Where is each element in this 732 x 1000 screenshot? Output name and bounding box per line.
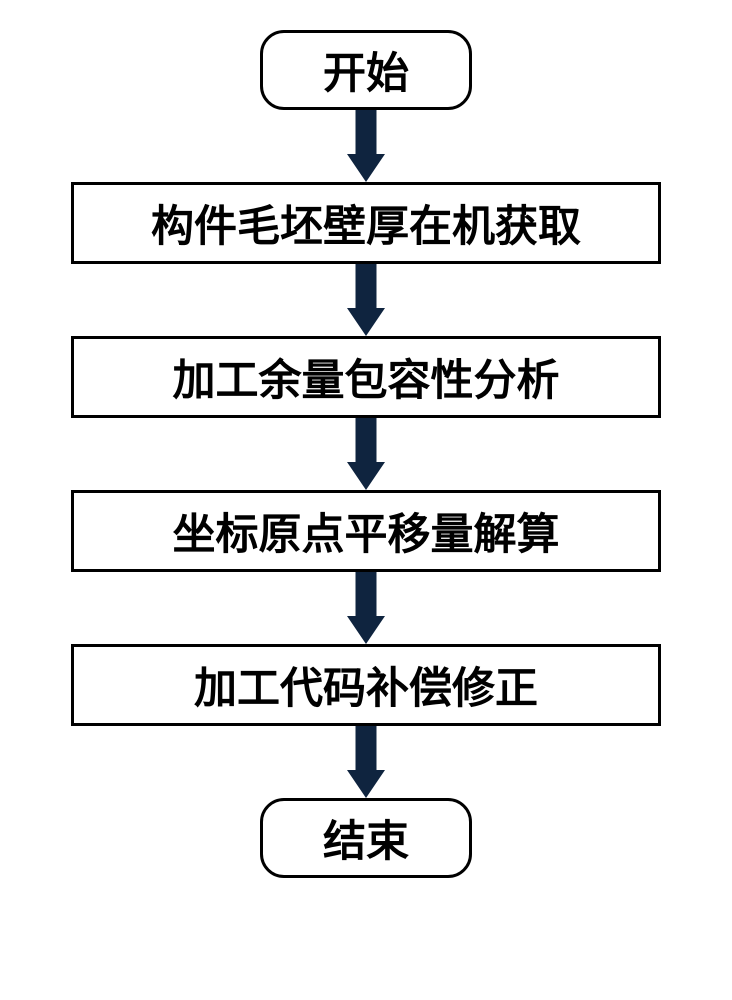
arrow-icon xyxy=(347,264,385,336)
process-step-1: 构件毛坯壁厚在机获取 xyxy=(71,182,661,264)
flowchart-container: 开始 构件毛坯壁厚在机获取 加工余量包容性分析 坐标原点平移量解算 加工代码补偿… xyxy=(71,30,661,878)
start-terminal: 开始 xyxy=(260,30,472,110)
arrow-icon xyxy=(347,110,385,182)
process-step-2: 加工余量包容性分析 xyxy=(71,336,661,418)
arrow-icon xyxy=(347,726,385,798)
step1-label: 构件毛坯壁厚在机获取 xyxy=(151,192,581,254)
start-label: 开始 xyxy=(323,39,409,101)
process-step-4: 加工代码补偿修正 xyxy=(71,644,661,726)
end-label: 结束 xyxy=(323,807,409,869)
arrow-icon xyxy=(347,572,385,644)
step3-label: 坐标原点平移量解算 xyxy=(173,500,560,562)
end-terminal: 结束 xyxy=(260,798,472,878)
process-step-3: 坐标原点平移量解算 xyxy=(71,490,661,572)
arrow-icon xyxy=(347,418,385,490)
step4-label: 加工代码补偿修正 xyxy=(194,654,538,716)
step2-label: 加工余量包容性分析 xyxy=(173,346,560,408)
